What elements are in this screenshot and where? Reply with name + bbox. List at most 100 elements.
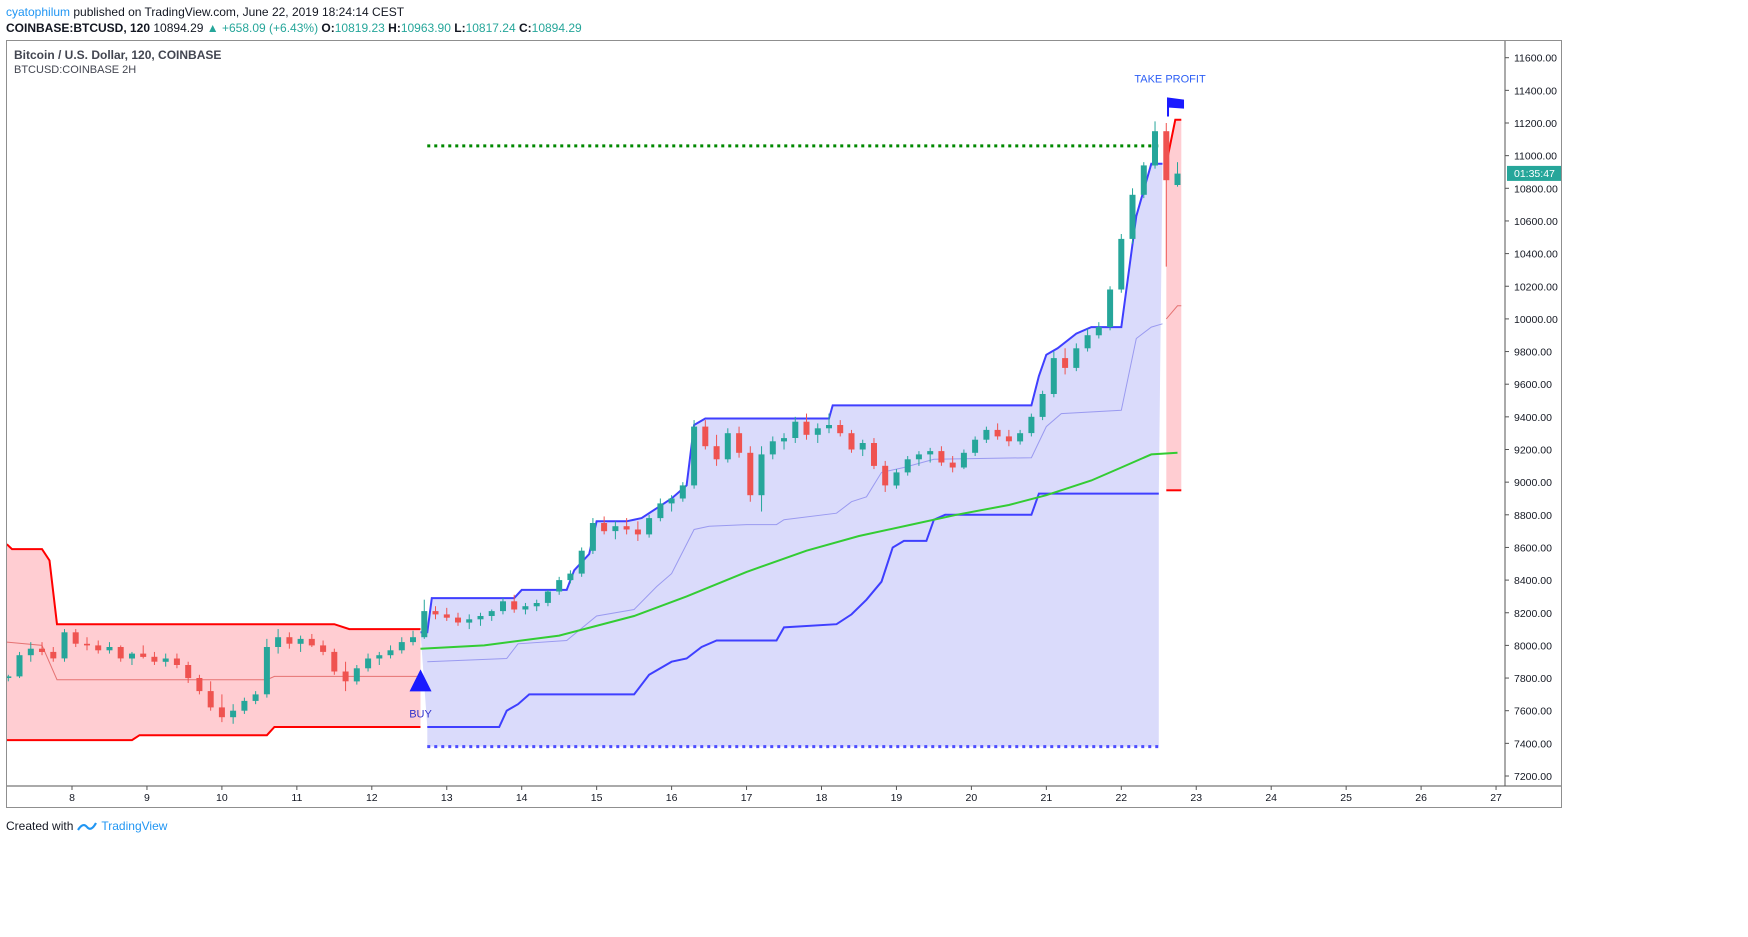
candle-body [500,601,506,612]
y-tick-label: 8200.00 [1514,608,1552,620]
candle-body [1152,131,1158,166]
price-change: ▲ +658.09 (+6.43%) [206,21,319,35]
candle-body [848,433,855,450]
candle-body [1140,165,1147,195]
candle-body [398,642,405,651]
high-value: 10963.90 [400,21,451,35]
candle-body [1129,194,1136,239]
candle-body [1118,238,1125,290]
x-tick-label: 21 [1041,792,1053,804]
tradingview-logo-icon [77,822,98,831]
candle-body [871,443,877,466]
candle-body [859,443,866,450]
candle-body [162,658,169,662]
tradingview-link[interactable]: TradingView [101,819,168,833]
y-tick-label: 10800.00 [1514,183,1558,195]
y-tick-label: 10600.00 [1514,216,1558,228]
candle-body [612,526,619,532]
open-label: O: [321,21,335,35]
candle-body [994,429,1001,437]
candle-body [376,655,383,659]
candle-body [668,498,675,504]
candle-body [455,617,461,623]
candle-body [410,637,416,643]
candle-body [882,465,889,486]
candle-body [1084,335,1091,349]
candle-body [702,426,709,447]
y-tick-label: 9000.00 [1514,477,1552,489]
candle-body [387,650,394,656]
candle-body [567,573,574,581]
x-tick-label: 10 [216,792,228,804]
x-tick-label: 8 [69,792,75,804]
candle-body [1005,436,1012,442]
y-tick-label: 8000.00 [1514,640,1552,652]
candle-body [466,619,473,623]
candle-body [792,421,799,438]
buy-signal-icon [409,669,432,692]
candle-body [1050,358,1057,394]
candle-body [95,645,102,651]
candle-body [207,691,214,708]
candle-body [949,462,956,468]
x-tick-label: 9 [144,792,150,804]
candle-body [803,421,810,435]
candle-body [1174,173,1181,185]
chart-subtitle: BTCUSD:COINBASE 2H [14,64,137,76]
low-value: 10817.24 [465,21,516,35]
high-label: H: [388,21,401,35]
candle-body [927,451,934,455]
candle-body [747,452,754,496]
x-tick-label: 24 [1265,792,1277,804]
author-link[interactable]: cyatophilum [6,5,71,19]
candle-body [781,438,787,442]
red-band-mid [7,641,421,681]
x-tick-label: 23 [1190,792,1202,804]
candle-body [589,523,596,551]
candle-body [915,454,922,460]
blue-band-lower-fill [427,493,1159,747]
buy-label: BUY [409,708,432,720]
y-tick-label: 11400.00 [1514,85,1557,97]
candle-body [938,451,945,463]
take-profit-flag-icon [1167,97,1185,117]
candle-body [117,647,124,659]
y-tick-label: 10400.00 [1514,249,1558,261]
candle-body [601,523,608,532]
candle-body [477,616,484,620]
candle-body [837,425,844,434]
candle-body [129,653,135,659]
blue-band-fill [420,163,1163,728]
candle-body [173,658,180,665]
candle-body [241,700,248,711]
y-tick-label: 10000.00 [1514,314,1558,326]
footer: Created with TradingView [6,819,167,833]
red-band-fill [7,544,421,741]
candle-body [308,638,315,646]
x-tick-label: 14 [516,792,528,804]
candle-body [826,425,832,429]
candle-body [691,426,698,486]
y-tick-label: 9200.00 [1514,445,1552,457]
y-tick-label: 7600.00 [1514,706,1552,718]
x-tick-label: 22 [1115,792,1127,804]
red-band-lower [7,726,421,742]
candle-body [713,446,720,460]
candle-body [623,526,630,530]
current-price-label: 01:35:47 [1514,168,1555,180]
x-tick-label: 15 [591,792,603,804]
candle-body [769,441,776,455]
candle-body [27,648,34,656]
blue-band-mid [427,323,1163,663]
candle-body [275,637,282,647]
publish-info: published on TradingView.com, June 22, 2… [70,5,405,19]
x-tick-label: 26 [1415,792,1427,804]
y-tick-label: 10200.00 [1514,281,1558,293]
created-with-label: Created with [6,819,74,833]
y-tick-label: 7800.00 [1514,673,1552,685]
x-tick-label: 11 [291,792,302,804]
candle-body [106,647,113,651]
candle-body [544,591,551,603]
candle-body [353,668,360,682]
